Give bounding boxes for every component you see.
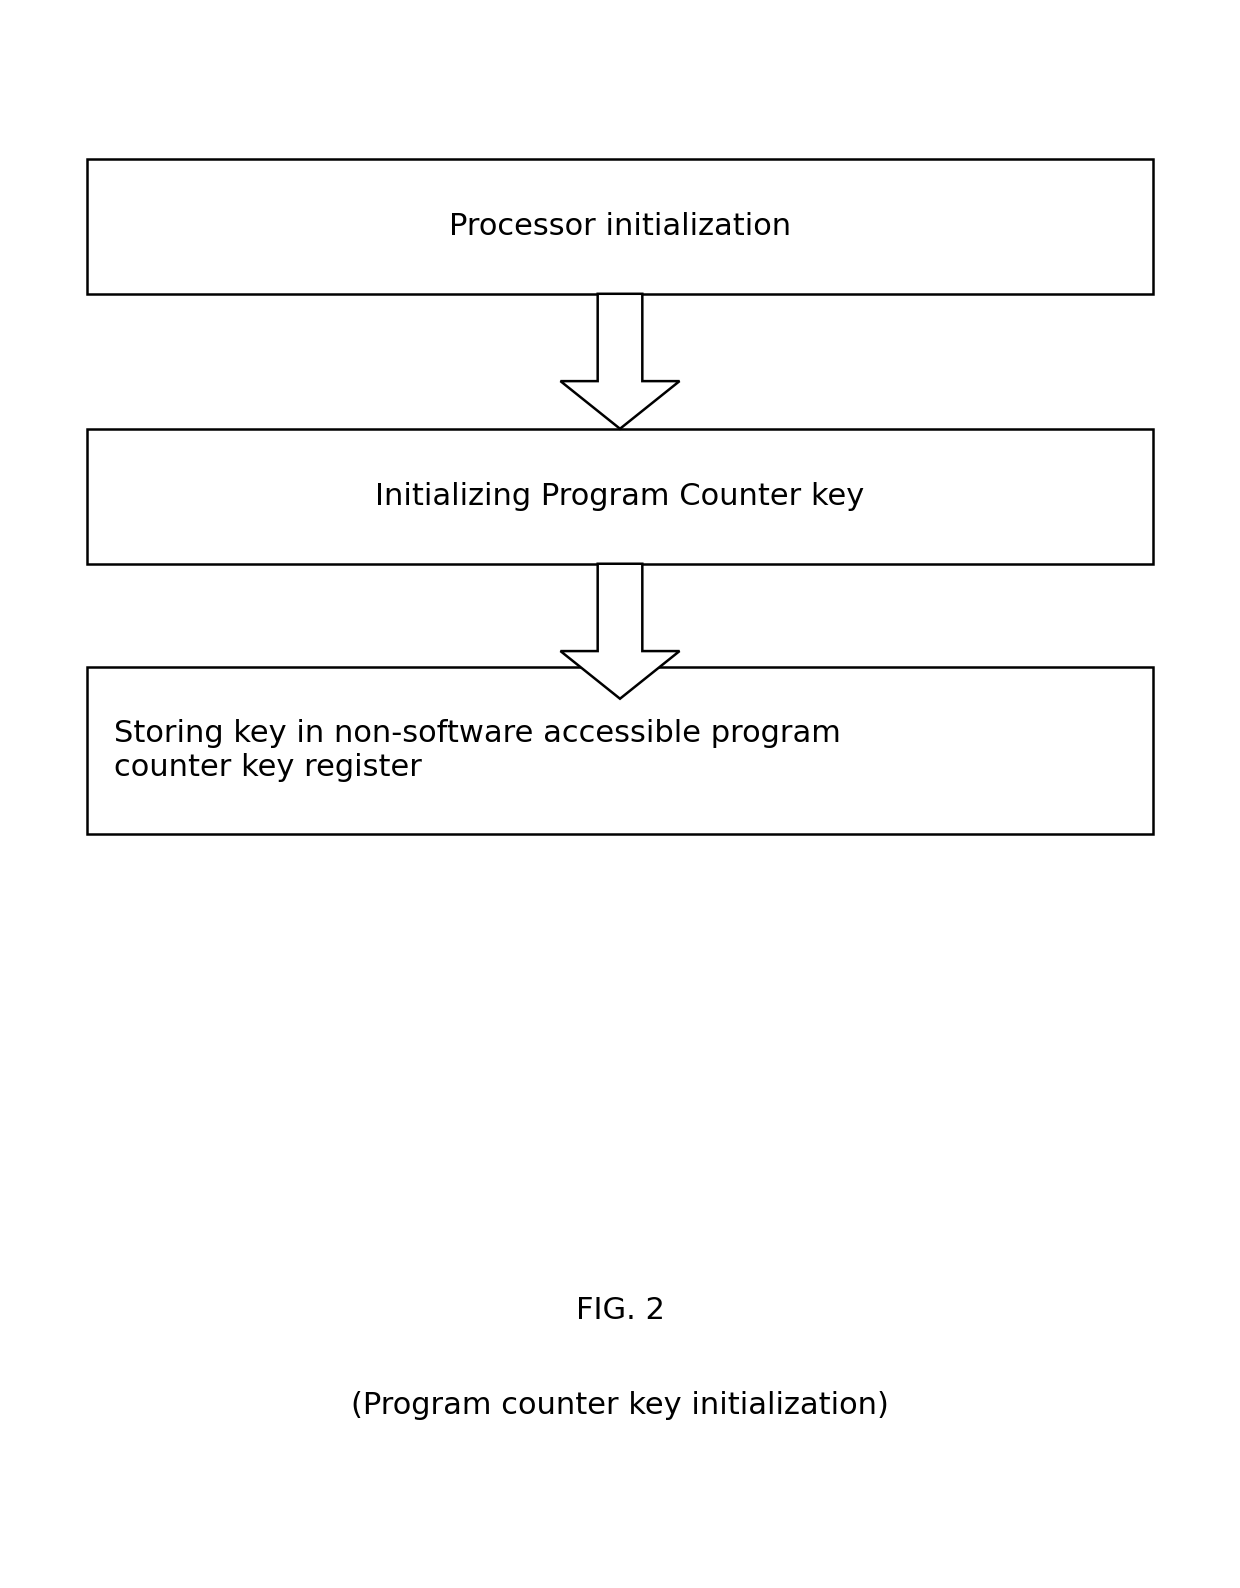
Text: Storing key in non-software accessible program
counter key register: Storing key in non-software accessible p… (114, 719, 841, 781)
Text: Initializing Program Counter key: Initializing Program Counter key (376, 481, 864, 511)
FancyBboxPatch shape (87, 667, 1153, 834)
FancyBboxPatch shape (87, 429, 1153, 564)
Text: (Program counter key initialization): (Program counter key initialization) (351, 1391, 889, 1420)
Text: Processor initialization: Processor initialization (449, 211, 791, 241)
Text: FIG. 2: FIG. 2 (575, 1296, 665, 1324)
Polygon shape (560, 564, 680, 699)
Polygon shape (560, 294, 680, 429)
FancyBboxPatch shape (87, 159, 1153, 294)
